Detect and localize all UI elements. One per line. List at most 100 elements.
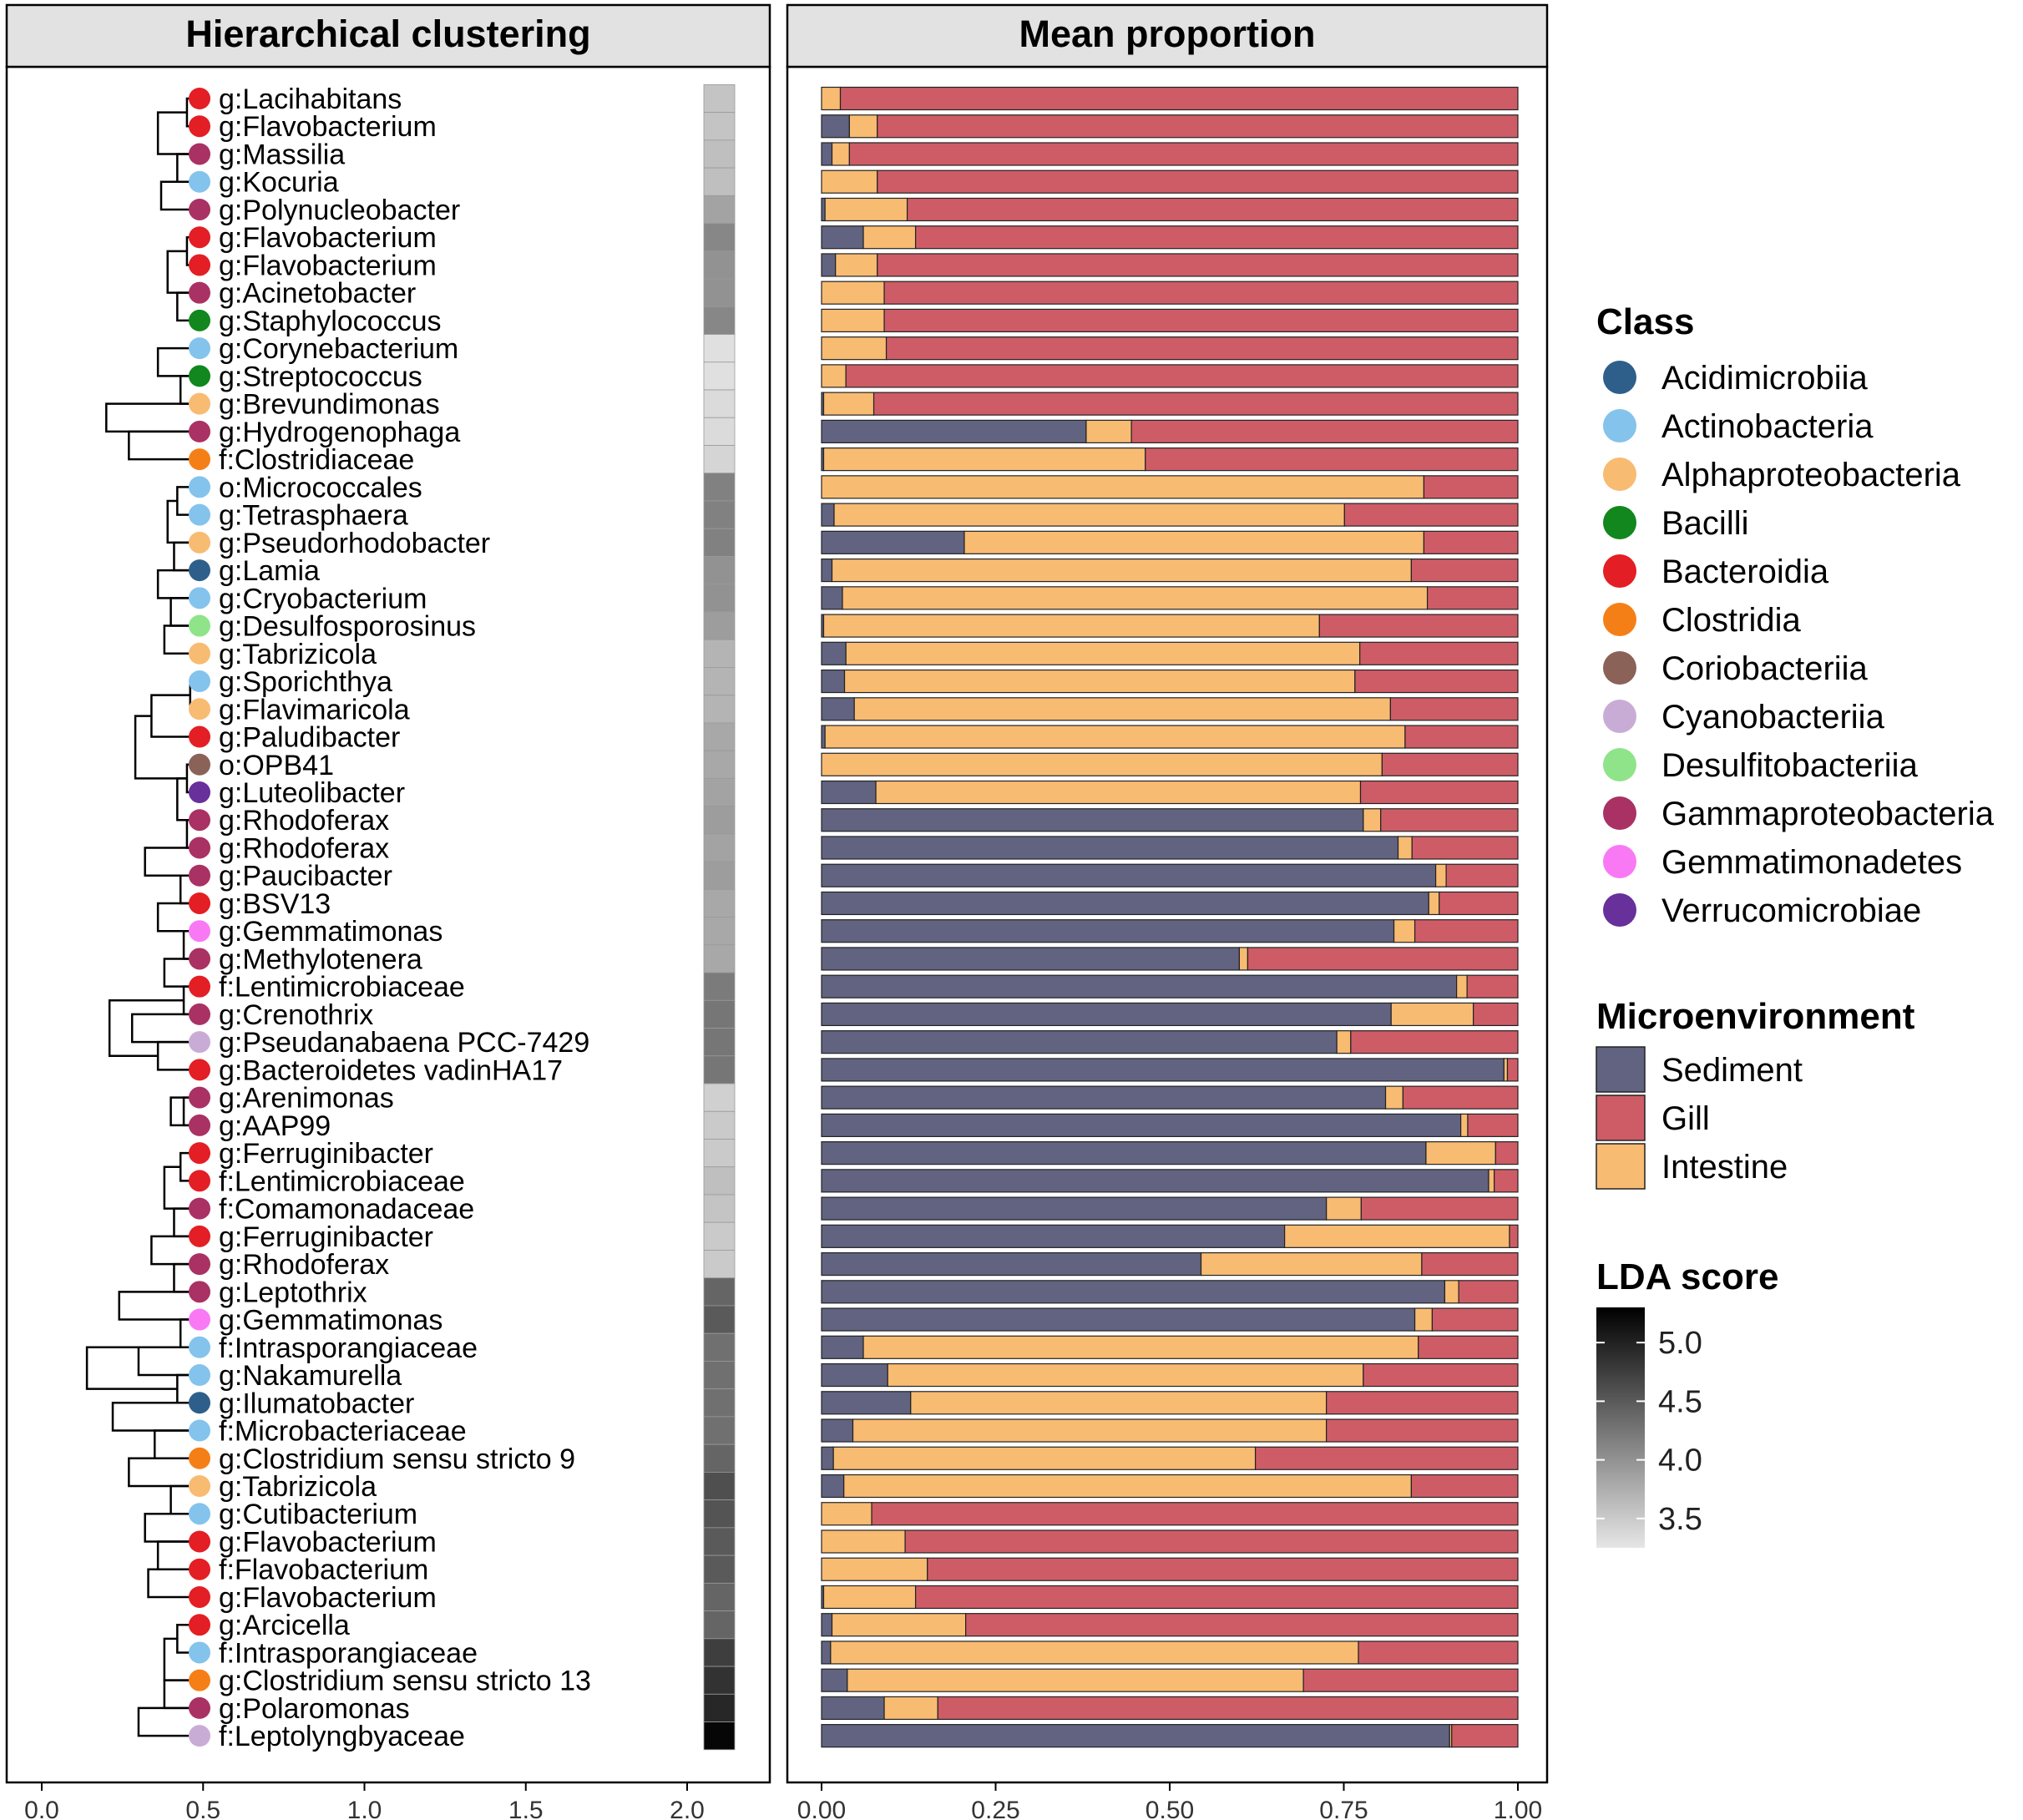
lda-cell: [703, 83, 736, 114]
class-dot: [189, 1530, 210, 1553]
bar-segment-intestine: [843, 669, 1356, 694]
taxon-label: f:Leptolyngbyaceae: [219, 1721, 465, 1752]
dendrogram-link: [166, 499, 194, 544]
class-dot: [189, 920, 210, 943]
bar-segment-gill: [871, 1502, 1519, 1526]
class-dot: [189, 1585, 210, 1608]
taxon-label: g:Cryobacterium: [219, 583, 427, 614]
legend-env-title: Microenvironment: [1596, 996, 1915, 1037]
class-legend-key: [1603, 796, 1636, 830]
lda-cell: [703, 999, 736, 1029]
bar-segment-intestine: [835, 253, 878, 277]
class-legend-key: [1603, 554, 1636, 588]
taxon-label: g:Polaromonas: [219, 1693, 410, 1725]
bar-segment-intestine: [1425, 1141, 1496, 1165]
bar-segment-gill: [1381, 752, 1519, 776]
class-dot: [189, 503, 210, 526]
bar-segment-sediment: [821, 863, 1437, 887]
lda-cell: [703, 1332, 736, 1362]
taxon-label: g:Rhodoferax: [219, 805, 389, 837]
taxon-label: g:Tabrizicola: [219, 639, 377, 670]
class-dot: [189, 1364, 210, 1387]
legend-lda-title: LDA score: [1596, 1256, 1778, 1297]
lda-cell: [703, 250, 736, 280]
class-dot: [189, 392, 210, 415]
bar-segment-intestine: [1503, 1058, 1509, 1082]
bar-segment-gill: [1145, 447, 1519, 472]
lda-cell: [703, 750, 736, 779]
taxon-label: o:OPB41: [219, 750, 334, 781]
lda-cell: [703, 1499, 736, 1529]
class-dot: [189, 1696, 210, 1719]
bar-segment-intestine: [883, 1696, 938, 1721]
bar-segment-sediment: [821, 669, 846, 694]
taxon-label: g:Leptothrix: [219, 1277, 367, 1308]
bar-segment-intestine: [963, 530, 1425, 554]
taxon-label: g:Nakamurella: [219, 1360, 402, 1392]
proportion-bars: [821, 86, 1519, 1748]
class-legend-label: Cyanobacteriia: [1661, 699, 1885, 736]
taxon-label: g:Flavobacterium: [219, 250, 437, 281]
lda-heat-column: [703, 83, 736, 1751]
lda-cell: [703, 722, 736, 751]
taxon-label: g:Lacihabitans: [219, 83, 402, 115]
class-dot: [189, 1669, 210, 1691]
lda-cell: [703, 528, 736, 557]
class-dot: [189, 1197, 210, 1220]
class-legend-label: Verrucomicrobiae: [1661, 892, 1921, 929]
lda-cell: [703, 334, 736, 363]
lda-cell: [703, 806, 736, 835]
dendrogram-link: [156, 111, 194, 155]
class-legend-label: Gammaproteobacteria: [1661, 796, 1995, 832]
taxon-label: g:Paludibacter: [219, 722, 400, 754]
lda-cell: [703, 639, 736, 668]
legend-class-title: Class: [1596, 301, 1694, 342]
dendrogram-link: [85, 1346, 194, 1390]
lda-cell: [703, 888, 736, 918]
taxon-label: g:Clostridium sensu stricto 9: [219, 1443, 575, 1475]
class-legend-key: [1603, 845, 1636, 878]
bar-segment-sediment: [821, 1696, 885, 1721]
lda-cell: [703, 1139, 736, 1168]
lda-cell: [703, 1250, 736, 1279]
left-panel-frame: [5, 65, 771, 1784]
bar-segment-intestine: [822, 392, 875, 416]
bar-segment-gill: [965, 1613, 1519, 1637]
bar-segment-sediment: [821, 530, 965, 554]
bar-segment-gill: [1363, 1362, 1519, 1388]
bar-segment-intestine: [821, 169, 878, 194]
dendrogram-link: [156, 569, 194, 599]
bar-segment-sediment: [821, 1641, 832, 1665]
lda-cell: [703, 1443, 736, 1473]
taxon-label: f:Flavobacterium: [219, 1555, 428, 1586]
class-dot: [189, 837, 210, 859]
lda-cell: [703, 473, 736, 502]
bar-segment-intestine: [822, 447, 1146, 472]
bar-segment-sediment: [821, 1391, 912, 1415]
bar-segment-gill: [1421, 1251, 1519, 1277]
class-dot: [189, 531, 210, 554]
taxon-label: g:BSV13: [219, 888, 331, 920]
class-dot: [189, 642, 210, 665]
dendrogram-link: [163, 1165, 194, 1210]
bar-segment-sediment: [821, 1030, 1338, 1054]
dendrogram-link: [147, 1568, 194, 1599]
taxon-label: g:Streptococcus: [219, 361, 422, 392]
env-legend-label: Sediment: [1661, 1052, 1803, 1089]
class-dot: [189, 781, 210, 803]
lda-cell: [703, 972, 736, 1001]
class-legend-label: Desulfitobacteriia: [1661, 747, 1919, 784]
bar-segment-gill: [1418, 1335, 1519, 1359]
bar-segment-gill: [1360, 1196, 1519, 1221]
bar-segment-sediment: [821, 641, 847, 665]
bar-segment-sediment: [821, 142, 833, 166]
bar-segment-intestine: [1393, 919, 1416, 943]
bar-segment-gill: [1410, 1474, 1519, 1499]
class-dot: [189, 975, 210, 998]
env-legend-key: [1596, 1046, 1646, 1093]
lda-tick-label: 4.5: [1658, 1384, 1702, 1419]
bar-segment-sediment: [821, 1058, 1505, 1082]
bar-segment-intestine: [821, 1502, 872, 1526]
class-dot: [189, 1503, 210, 1525]
bar-segment-gill: [1458, 1280, 1519, 1304]
